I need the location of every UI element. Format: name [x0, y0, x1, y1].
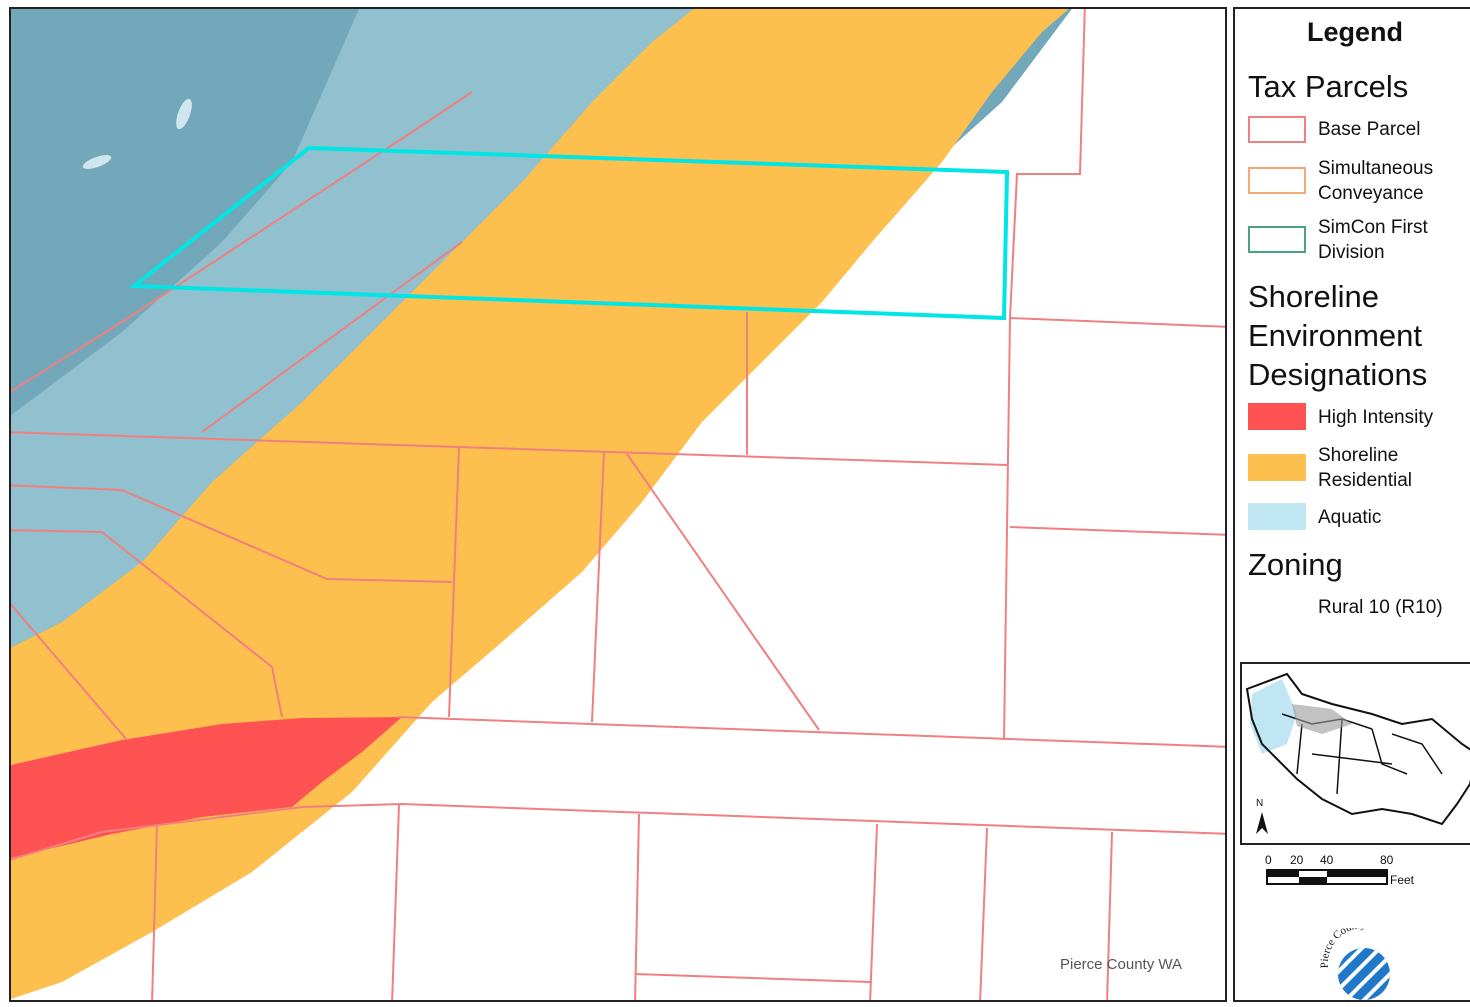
inset-water [1250, 679, 1297, 754]
water-feature [176, 98, 192, 130]
parcel-lines [11, 9, 1225, 1000]
high-intensity-zone [11, 717, 402, 858]
scale-tick-label: 80 [1380, 853, 1394, 867]
simcon-first-division-swatch [1248, 226, 1306, 253]
shoreline-title-line: Designations [1248, 357, 1428, 392]
north-arrow-icon: N [1256, 798, 1268, 834]
simultaneous-conveyance-swatch [1248, 167, 1306, 194]
legend-item-label: Conveyance [1318, 183, 1424, 204]
inset-county-outline [1245, 672, 1470, 826]
overview-inset-map[interactable]: N [1240, 662, 1470, 845]
map-frame[interactable] [9, 7, 1227, 1002]
legend-item-label: Simultaneous [1318, 158, 1434, 179]
water-feature [82, 155, 112, 169]
inset-urban-area [1292, 704, 1352, 734]
legend-item-label: High Intensity [1318, 407, 1434, 428]
legend-item-label: Base Parcel [1318, 119, 1421, 140]
map-canvas[interactable] [11, 9, 1227, 1002]
zoning-title: Zoning [1248, 547, 1343, 582]
aquatic-zone [11, 9, 694, 648]
shoreline-residential-swatch [1248, 454, 1306, 481]
north-label: N [1256, 798, 1263, 809]
high-intensity-swatch [1248, 403, 1306, 430]
subject-parcel-highlight[interactable] [128, 145, 1010, 321]
legend-item-label: Aquatic [1318, 507, 1382, 528]
scale-unit-label: Feet [1390, 873, 1415, 887]
map-credit: Pierce County WA [1060, 956, 1182, 973]
shoreline-title-line: Shoreline [1248, 279, 1379, 314]
legend-item-label: SimCon First [1318, 217, 1428, 238]
legend-item-label: Shoreline [1318, 445, 1399, 466]
scale-tick-label: 40 [1320, 853, 1334, 867]
legend-item-label: Rural 10 (R10) [1318, 597, 1443, 618]
tax-parcels-title: Tax Parcels [1248, 69, 1409, 104]
legend-title: Legend [1306, 17, 1403, 47]
inset-map-canvas: N [1245, 672, 1470, 834]
shoreline-title-line: Environment [1248, 318, 1423, 353]
legend-item-label: Division [1318, 242, 1385, 263]
scale-tick-label: 0 [1265, 853, 1272, 867]
legend-item-label: Residential [1318, 470, 1412, 491]
scale-bar: 0 20 40 80 Feet [1262, 850, 1422, 895]
aquatic-swatch [1248, 503, 1306, 530]
pierce-county-logo-icon: Pierce County [1319, 919, 1410, 1007]
base-parcel-swatch [1248, 116, 1306, 143]
scale-tick-label: 20 [1290, 853, 1304, 867]
